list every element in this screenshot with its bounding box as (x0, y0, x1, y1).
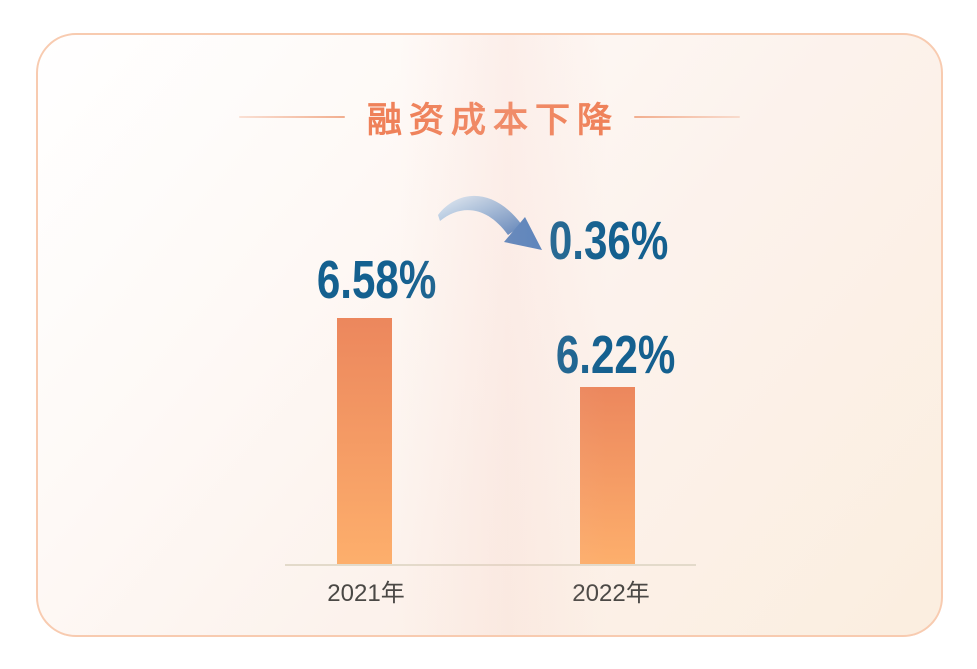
x-axis-label-2021: 2021年 (327, 580, 405, 607)
bar-value-text-2021: 6.58% (317, 250, 437, 310)
title-decor-line-left (238, 116, 345, 118)
chart-title: 融资成本下降 (366, 100, 619, 140)
bar-2022 (580, 387, 635, 566)
x-axis-line (285, 564, 696, 566)
bar-value-label-2021: 6.58% (287, 253, 467, 307)
bar-value-label-2022: 6.22% (526, 328, 706, 382)
x-axis-label-2022: 2022年 (572, 580, 650, 607)
curved-decrease-arrow-icon (430, 185, 554, 269)
bar-2021 (337, 318, 392, 566)
financing-cost-card: 融资成本下降 0.36% 6.58% 6. (36, 33, 943, 637)
card-title-row: 融资成本下降 (38, 95, 941, 140)
delta-value-label: 0.36% (519, 214, 699, 268)
title-decor-line-right (634, 116, 740, 118)
bar-value-text-2022: 6.22% (556, 325, 676, 385)
delta-value-text: 0.36% (549, 211, 669, 271)
